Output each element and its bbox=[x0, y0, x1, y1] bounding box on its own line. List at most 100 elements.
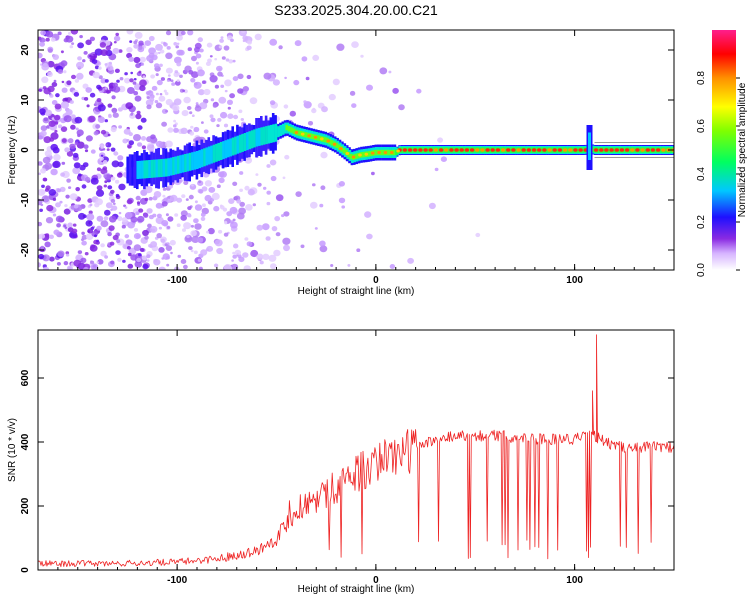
ridge-peak bbox=[661, 148, 666, 152]
spectral-noise-blob bbox=[182, 89, 186, 93]
spectral-noise-blob bbox=[122, 259, 126, 263]
spectral-noise-blob bbox=[138, 253, 142, 257]
spectral-noise-blob bbox=[388, 70, 392, 74]
spectral-noise-blob bbox=[265, 236, 271, 241]
ridge-peak bbox=[526, 148, 532, 152]
spectral-noise-blob bbox=[144, 197, 149, 202]
spectral-noise-blob bbox=[266, 201, 271, 206]
spectral-noise-blob bbox=[47, 71, 53, 77]
spectral-noise-blob bbox=[60, 60, 68, 67]
ridge-mid bbox=[281, 123, 285, 135]
spectral-noise-blob bbox=[85, 39, 92, 46]
ridge-peak bbox=[454, 148, 459, 152]
spectral-noise-blob bbox=[42, 156, 51, 164]
spectral-noise-blob bbox=[104, 63, 108, 66]
spectral-noise-blob bbox=[46, 204, 54, 212]
spectral-noise-blob bbox=[160, 238, 166, 243]
spectral-noise-blob bbox=[96, 167, 102, 172]
spectral-noise-blob bbox=[66, 265, 73, 270]
spectral-noise-blob bbox=[160, 77, 165, 81]
ridge-peak bbox=[593, 148, 599, 152]
spectral-noise-blob bbox=[41, 195, 50, 203]
ridge-peak bbox=[407, 148, 413, 152]
spectral-noise-blob bbox=[73, 92, 80, 97]
spectral-noise-blob bbox=[138, 208, 144, 213]
spectral-noise-blob bbox=[159, 93, 163, 96]
spectral-noise-blob bbox=[52, 197, 57, 201]
spectral-noise-blob bbox=[126, 246, 131, 250]
ridge-core bbox=[545, 147, 548, 153]
spectral-noise-blob bbox=[230, 221, 238, 229]
spectral-noise-blob bbox=[176, 42, 180, 45]
spectral-noise-blob bbox=[70, 124, 76, 130]
spectral-noise-blob bbox=[104, 209, 111, 216]
ridge-core bbox=[337, 144, 341, 150]
ridge-peak bbox=[351, 155, 356, 159]
spectral-noise-blob bbox=[239, 171, 244, 175]
spectral-noise-blob bbox=[85, 233, 94, 241]
ridge-core bbox=[514, 147, 517, 153]
spectral-noise-blob bbox=[246, 74, 252, 80]
spectral-noise-blob bbox=[107, 89, 111, 94]
spectral-noise-blob bbox=[133, 91, 139, 96]
spectral-noise-blob bbox=[55, 202, 61, 208]
spectral-noise-blob bbox=[232, 251, 236, 255]
spectral-noise-blob bbox=[124, 72, 128, 76]
ridge-mid bbox=[169, 157, 173, 176]
spectral-noise-blob bbox=[137, 46, 145, 53]
spectral-noise-blob bbox=[137, 125, 143, 130]
ridge-mid bbox=[193, 151, 197, 170]
spectral-noise-blob bbox=[55, 215, 64, 223]
colorbar-label: Normalized spectral amplitude bbox=[737, 82, 748, 217]
spectral-noise-blob bbox=[284, 154, 290, 160]
ridge-peak bbox=[433, 148, 439, 152]
spectral-noise-blob bbox=[132, 81, 137, 85]
x-tick-label: 0 bbox=[373, 275, 379, 286]
ridge-peak bbox=[364, 152, 369, 156]
spectral-noise-blob bbox=[90, 149, 96, 154]
spectral-noise-blob bbox=[96, 261, 99, 264]
spectral-noise-blob bbox=[134, 260, 143, 268]
spectral-noise-blob bbox=[38, 253, 45, 260]
spectral-noise-blob bbox=[245, 204, 253, 211]
spectral-noise-blob bbox=[85, 87, 92, 93]
ridge-peak bbox=[320, 137, 324, 141]
spectral-noise-blob bbox=[138, 40, 144, 46]
spectral-noise-blob bbox=[93, 131, 99, 136]
ridge-core bbox=[392, 149, 396, 156]
ridge-peak bbox=[516, 148, 521, 152]
spectral-noise-blob bbox=[107, 65, 114, 71]
ridge-mid bbox=[188, 152, 192, 171]
spectral-noise-blob bbox=[89, 36, 95, 42]
spectral-noise-blob bbox=[158, 266, 166, 270]
spectral-noise-blob bbox=[52, 213, 57, 217]
spectral-noise-blob bbox=[79, 35, 83, 39]
spectral-noise-blob bbox=[126, 139, 130, 142]
spectral-noise-blob bbox=[100, 220, 109, 228]
spectral-noise-blob bbox=[38, 88, 42, 92]
ridge-peak bbox=[459, 148, 464, 152]
spectral-noise-blob bbox=[115, 250, 121, 256]
ridge-peak bbox=[568, 148, 573, 152]
ridge-mid bbox=[246, 132, 249, 151]
spectral-noise-blob bbox=[67, 222, 73, 228]
spectral-noise-blob bbox=[73, 259, 82, 267]
spectral-noise-blob bbox=[214, 58, 218, 61]
spectral-noise-blob bbox=[109, 215, 117, 223]
spectral-noise-blob bbox=[229, 93, 236, 99]
spectral-noise-blob bbox=[153, 138, 158, 142]
spectral-noise-blob bbox=[259, 260, 264, 265]
spectral-noise-blob bbox=[246, 241, 253, 247]
spectral-noise-blob bbox=[127, 145, 132, 149]
snr-frame bbox=[37, 329, 675, 571]
ridge-mid bbox=[207, 146, 211, 165]
spectral-noise-blob bbox=[183, 222, 192, 230]
spectral-noise-blob bbox=[174, 56, 182, 64]
ridge-peak bbox=[573, 148, 578, 152]
spectral-noise-blob bbox=[118, 125, 122, 129]
spectral-noise-blob bbox=[293, 79, 300, 86]
spectral-noise-blob bbox=[56, 188, 62, 193]
spectral-noise-blob bbox=[96, 84, 102, 90]
spectral-noise-blob bbox=[227, 99, 233, 106]
spectral-noise-blob bbox=[113, 151, 119, 156]
